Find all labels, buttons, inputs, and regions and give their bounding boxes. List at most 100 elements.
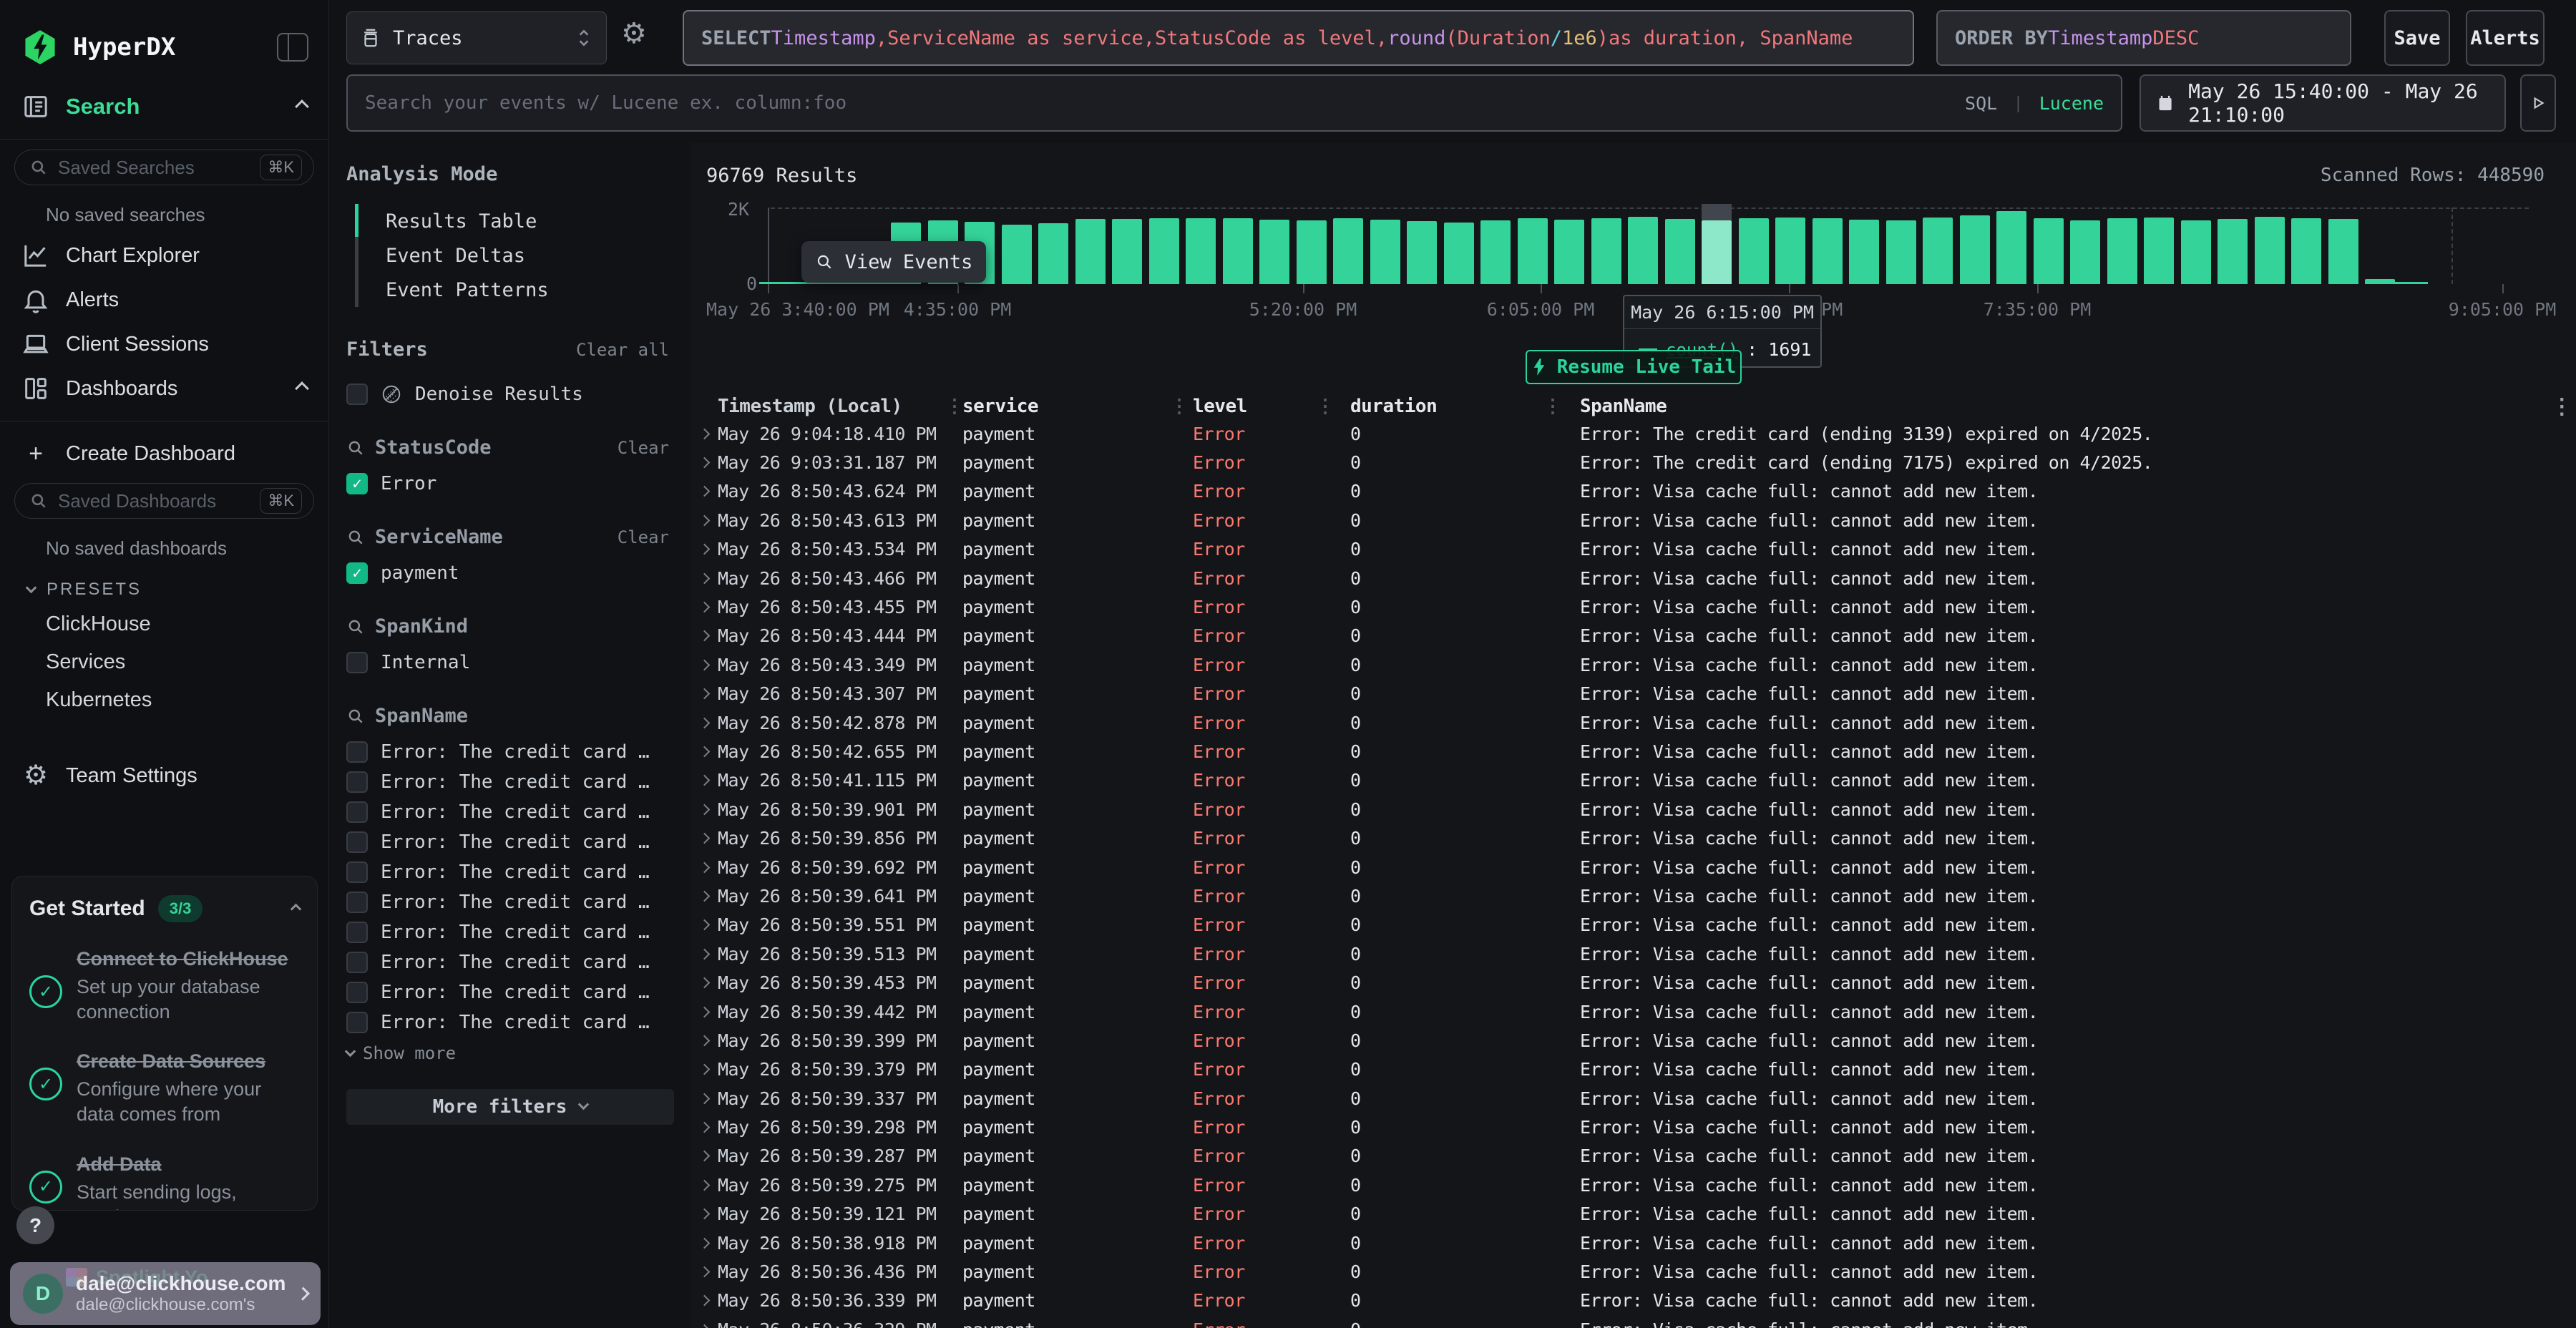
sidebar-item-client-sessions[interactable]: Client Sessions: [0, 322, 328, 366]
checkbox-unchecked[interactable]: [346, 771, 368, 793]
histogram-bar[interactable]: [1775, 218, 1805, 284]
expand-row-chevron[interactable]: [691, 1008, 718, 1016]
checkbox-unchecked[interactable]: [346, 892, 368, 913]
checkbox-checked[interactable]: ✓: [346, 562, 368, 584]
sidebar-preset-clickhouse[interactable]: ClickHouse: [0, 605, 328, 643]
table-row[interactable]: May 26 8:50:39.513 PMpaymentError0Error:…: [691, 939, 2576, 968]
table-row[interactable]: May 26 8:50:43.444 PMpaymentError0Error:…: [691, 622, 2576, 650]
histogram-bar[interactable]: [1628, 217, 1658, 284]
checkbox-unchecked[interactable]: [346, 922, 368, 943]
clear-all-filters-link[interactable]: Clear all: [576, 340, 676, 360]
view-events-button[interactable]: View Events: [801, 241, 986, 283]
histogram-bar[interactable]: [2365, 279, 2395, 284]
saved-dashboards-input[interactable]: Saved Dashboards ⌘K: [14, 483, 314, 519]
expand-row-chevron[interactable]: [691, 1268, 718, 1276]
mode-toggle-lucene[interactable]: Lucene: [2039, 93, 2104, 114]
table-row[interactable]: May 26 8:50:43.466 PMpaymentError0Error:…: [691, 564, 2576, 592]
histogram-bar[interactable]: [2181, 220, 2211, 284]
user-menu[interactable]: D dale@clickhouse.com dale@clickhouse.co…: [10, 1262, 321, 1325]
histogram-bar[interactable]: [1849, 220, 1879, 284]
filter-checkbox-row[interactable]: Error: The credit card …: [346, 737, 676, 767]
histogram-bar[interactable]: [1996, 211, 2026, 284]
histogram-bar[interactable]: [1591, 218, 1621, 284]
resume-live-tail-button[interactable]: Resume Live Tail: [1526, 350, 1742, 384]
lucene-search-input[interactable]: Search your events w/ Lucene ex. column:…: [346, 74, 2122, 132]
table-options-kebab-icon[interactable]: ⋮: [2547, 394, 2576, 419]
histogram-bar[interactable]: [1370, 220, 1400, 284]
table-row[interactable]: May 26 8:50:43.349 PMpaymentError0Error:…: [691, 650, 2576, 679]
checkbox-unchecked[interactable]: [346, 861, 368, 883]
checkbox-unchecked[interactable]: [346, 952, 368, 973]
table-row[interactable]: May 26 8:50:43.624 PMpaymentError0Error:…: [691, 477, 2576, 506]
chevron-up-icon[interactable]: [295, 381, 309, 396]
histogram-bar[interactable]: [1960, 215, 1990, 284]
filter-checkbox-row[interactable]: Error: The credit card …: [346, 767, 676, 797]
histogram-bar[interactable]: [1480, 220, 1511, 284]
sidebar-item-chart-explorer[interactable]: Chart Explorer: [0, 233, 328, 278]
checkbox-unchecked[interactable]: [346, 801, 368, 823]
expand-row-chevron[interactable]: [691, 806, 718, 814]
checkbox-unchecked[interactable]: [346, 1012, 368, 1033]
expand-row-chevron[interactable]: [691, 1239, 718, 1247]
expand-row-chevron[interactable]: [691, 661, 718, 669]
histogram-bar[interactable]: [1002, 225, 1032, 284]
denoise-results-checkbox-row[interactable]: Denoise Results: [346, 379, 676, 409]
filter-checkbox-row[interactable]: Error: The credit card …: [346, 797, 676, 827]
checkbox-checked[interactable]: ✓: [346, 473, 368, 494]
expand-row-chevron[interactable]: [691, 834, 718, 842]
expand-row-chevron[interactable]: [691, 1297, 718, 1304]
sidebar-item-team-settings[interactable]: ⚙ Team Settings: [0, 753, 328, 798]
sidebar-preset-services[interactable]: Services: [0, 643, 328, 681]
expand-row-chevron[interactable]: [691, 575, 718, 582]
table-row[interactable]: May 26 8:50:39.379 PMpaymentError0Error:…: [691, 1055, 2576, 1084]
source-select[interactable]: Traces: [346, 11, 607, 64]
expand-row-chevron[interactable]: [691, 517, 718, 524]
expand-row-chevron[interactable]: [691, 1123, 718, 1131]
expand-row-chevron[interactable]: [691, 950, 718, 958]
table-row[interactable]: May 26 8:50:42.655 PMpaymentError0Error:…: [691, 737, 2576, 766]
chevron-up-icon[interactable]: [291, 903, 302, 914]
histogram-bar[interactable]: [2255, 217, 2285, 285]
clear-filter-link[interactable]: Clear: [618, 527, 676, 547]
expand-row-chevron[interactable]: [691, 892, 718, 900]
expand-row-chevron[interactable]: [691, 1210, 718, 1218]
column-resize-handle[interactable]: ⋮: [1170, 396, 1183, 417]
filter-checkbox-row[interactable]: Error: The credit card …: [346, 827, 676, 857]
sidebar-preset-kubernetes[interactable]: Kubernetes: [0, 681, 328, 719]
run-query-button[interactable]: [2520, 74, 2556, 132]
expand-row-chevron[interactable]: [691, 545, 718, 553]
histogram-bar[interactable]: [2144, 218, 2174, 284]
sidebar-item-dashboards[interactable]: Dashboards: [0, 366, 328, 411]
expand-row-chevron[interactable]: [691, 1152, 718, 1160]
source-settings-gear-icon[interactable]: ⚙: [621, 17, 647, 50]
expand-row-chevron[interactable]: [691, 864, 718, 872]
chevron-up-icon[interactable]: [295, 99, 309, 114]
presets-toggle[interactable]: PRESETS: [0, 567, 328, 605]
checkbox-unchecked[interactable]: [346, 741, 368, 763]
table-row[interactable]: May 26 8:50:39.287 PMpaymentError0Error:…: [691, 1142, 2576, 1171]
expand-row-chevron[interactable]: [691, 487, 718, 495]
filter-checkbox-row[interactable]: Error: The credit card …: [346, 917, 676, 947]
sidebar-item-search[interactable]: Search: [0, 84, 328, 129]
histogram-bar[interactable]: [1444, 223, 1474, 284]
checkbox-unchecked[interactable]: [346, 831, 368, 853]
histogram-bar[interactable]: [1149, 218, 1179, 284]
table-row[interactable]: May 26 9:03:31.187 PMpaymentError0Error:…: [691, 448, 2576, 477]
histogram-bar[interactable]: [2070, 220, 2100, 284]
table-row[interactable]: May 26 8:50:39.337 PMpaymentError0Error:…: [691, 1084, 2576, 1113]
filter-checkbox-row[interactable]: ✓payment: [346, 558, 676, 588]
expand-row-chevron[interactable]: [691, 430, 718, 438]
show-more-link[interactable]: Show more: [346, 1043, 676, 1063]
histogram-bar[interactable]: [1297, 220, 1327, 284]
histogram-bar[interactable]: [2107, 218, 2137, 284]
expand-row-chevron[interactable]: [691, 1037, 718, 1045]
table-row[interactable]: May 26 8:50:43.307 PMpaymentError0Error:…: [691, 680, 2576, 708]
histogram-bar[interactable]: [2291, 218, 2321, 284]
create-dashboard-button[interactable]: + Create Dashboard: [0, 431, 328, 476]
help-button[interactable]: ?: [16, 1206, 54, 1244]
filter-checkbox-row[interactable]: Error: The credit card …: [346, 977, 676, 1007]
expand-row-chevron[interactable]: [691, 719, 718, 727]
histogram-bar[interactable]: [1886, 220, 1916, 284]
histogram-bar[interactable]: [1813, 218, 1843, 284]
sidebar-item-alerts[interactable]: Alerts: [0, 278, 328, 322]
